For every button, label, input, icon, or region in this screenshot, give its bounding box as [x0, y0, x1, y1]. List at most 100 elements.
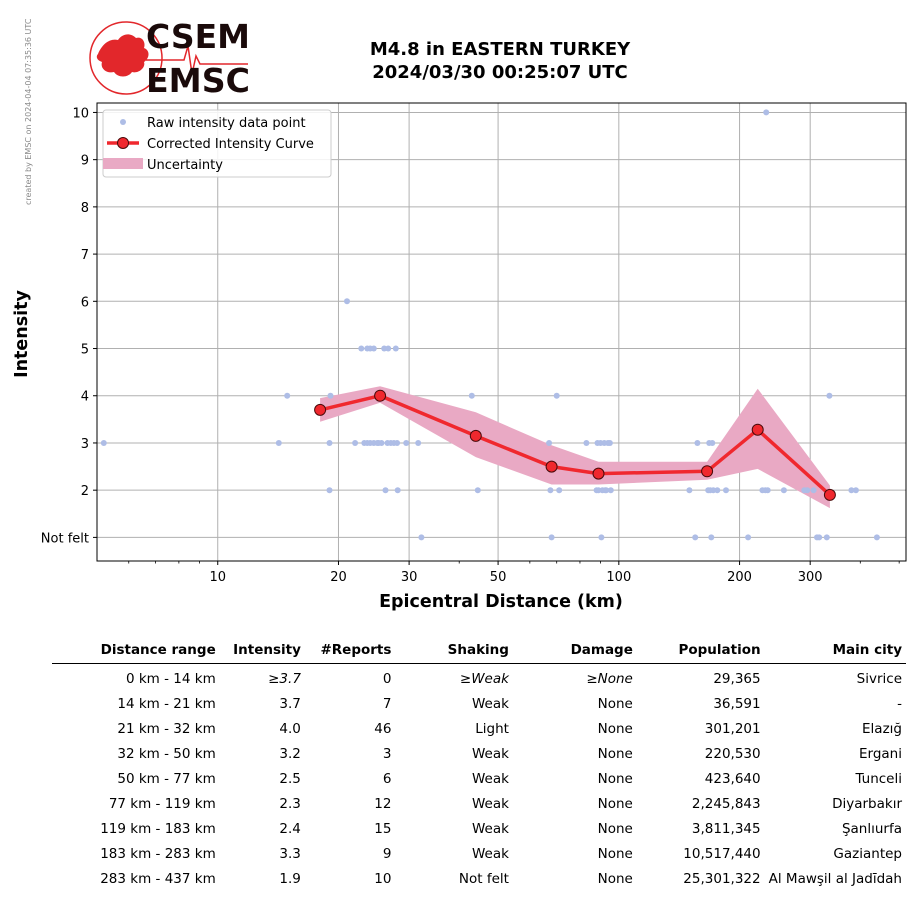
- cell-shaking: Weak: [395, 841, 513, 866]
- raw-data-point: [385, 346, 391, 352]
- raw-data-point: [686, 487, 692, 493]
- cell-damage: None: [513, 741, 637, 766]
- cell-shaking: Weak: [395, 691, 513, 716]
- cell-reports: 3: [305, 741, 396, 766]
- cell-intensity: 3.3: [220, 841, 305, 866]
- x-tick-label: 200: [727, 570, 752, 585]
- legend-band-label: Uncertainty: [147, 158, 223, 173]
- cell-intensity: ≥3.7: [220, 664, 305, 692]
- y-tick-label: 3: [81, 437, 89, 452]
- cell-distance: 14 km - 21 km: [52, 691, 220, 716]
- cell-population: 10,517,440: [637, 841, 765, 866]
- cell-city: Diyarbakır: [765, 791, 906, 816]
- raw-data-point: [352, 440, 358, 446]
- cell-shaking: Weak: [395, 766, 513, 791]
- x-tick-label: 50: [490, 570, 507, 585]
- raw-data-point: [723, 487, 729, 493]
- header-intensity: Intensity: [220, 640, 305, 664]
- curve-marker: [546, 461, 557, 472]
- raw-data-point: [393, 346, 399, 352]
- cell-reports: 10: [305, 866, 396, 891]
- table-row: 50 km - 77 km 2.5 6 Weak None 423,640 Tunceli: [52, 766, 906, 791]
- cell-damage: None: [513, 791, 637, 816]
- y-tick-label: 10: [72, 106, 89, 121]
- cell-distance: 283 km - 437 km: [52, 866, 220, 891]
- cell-distance: 21 km - 32 km: [52, 716, 220, 741]
- table-row: 14 km - 21 km 3.7 7 Weak None 36,591-: [52, 691, 906, 716]
- cell-reports: 6: [305, 766, 396, 791]
- raw-data-point: [415, 440, 421, 446]
- y-tick-label: 7: [81, 248, 89, 263]
- cell-damage: None: [513, 716, 637, 741]
- cell-population: 3,811,345: [637, 816, 765, 841]
- raw-data-point: [607, 440, 613, 446]
- header-distance: Distance range: [52, 640, 220, 664]
- table-row: 119 km - 183 km 2.4 15 Weak None 3,811,345 Şan…: [52, 816, 906, 841]
- cell-distance: 77 km - 119 km: [52, 791, 220, 816]
- raw-data-point: [709, 440, 715, 446]
- cell-shaking: Not felt: [395, 866, 513, 891]
- y-tick-label: 6: [81, 295, 89, 310]
- table-header-row: Distance range Intensity #Reports Shakin…: [52, 640, 906, 664]
- curve-marker: [702, 466, 713, 477]
- raw-data-point: [874, 534, 880, 540]
- raw-data-point: [358, 346, 364, 352]
- table-row: 183 km - 283 km 3.3 9 Weak None 10,517,440 Gaz…: [52, 841, 906, 866]
- cell-distance: 119 km - 183 km: [52, 816, 220, 841]
- cell-intensity: 2.3: [220, 791, 305, 816]
- cell-city: Elazığ: [765, 716, 906, 741]
- cell-shaking: Weak: [395, 816, 513, 841]
- cell-damage: None: [513, 866, 637, 891]
- curve-marker: [470, 430, 481, 441]
- curve-marker: [375, 390, 386, 401]
- raw-data-point: [745, 534, 751, 540]
- y-tick-label: 5: [81, 343, 89, 358]
- legend-raw-marker: [120, 119, 126, 125]
- raw-data-point: [418, 534, 424, 540]
- x-tick-label: 30: [401, 570, 418, 585]
- legend-curve-marker: [118, 138, 129, 149]
- y-tick-label: 9: [81, 154, 89, 169]
- raw-data-point: [546, 440, 552, 446]
- raw-data-point: [811, 487, 817, 493]
- cell-reports: 7: [305, 691, 396, 716]
- raw-data-point: [327, 487, 333, 493]
- cell-intensity: 4.0: [220, 716, 305, 741]
- cell-city: -: [765, 691, 906, 716]
- cell-distance: 50 km - 77 km: [52, 766, 220, 791]
- raw-data-point: [383, 487, 389, 493]
- table-row: 0 km - 14 km ≥3.7 0 ≥Weak ≥None 29,365 Sivrice: [52, 664, 906, 692]
- cell-city: Sivrice: [765, 664, 906, 692]
- raw-data-point: [781, 487, 787, 493]
- cell-damage: None: [513, 691, 637, 716]
- raw-data-point: [816, 534, 822, 540]
- raw-data-point: [765, 487, 771, 493]
- y-tick-label: 4: [81, 390, 89, 405]
- cell-intensity: 2.5: [220, 766, 305, 791]
- x-tick-label: 10: [209, 570, 226, 585]
- cell-population: 29,365: [637, 664, 765, 692]
- raw-data-point: [583, 440, 589, 446]
- raw-data-point: [608, 487, 614, 493]
- raw-data-point: [469, 393, 475, 399]
- header-population: Population: [637, 640, 765, 664]
- raw-data-point: [344, 298, 350, 304]
- cell-city: Şanlıurfa: [765, 816, 906, 841]
- raw-data-point: [276, 440, 282, 446]
- cell-city: Tunceli: [765, 766, 906, 791]
- cell-damage: None: [513, 766, 637, 791]
- cell-shaking: Light: [395, 716, 513, 741]
- cell-shaking: ≥Weak: [395, 664, 513, 692]
- table-row: 77 km - 119 km 2.3 12 Weak None 2,245,843 Diya…: [52, 791, 906, 816]
- y-axis-label: Intensity: [12, 289, 32, 377]
- y-tick-label: 2: [81, 484, 89, 499]
- cell-shaking: Weak: [395, 791, 513, 816]
- cell-reports: 0: [305, 664, 396, 692]
- raw-data-point: [598, 534, 604, 540]
- curve-marker: [315, 404, 326, 415]
- cell-population: 2,245,843: [637, 791, 765, 816]
- raw-data-point: [853, 487, 859, 493]
- ticks: 10 20 30 50 100 200 300Not felt2345678910: [41, 106, 899, 585]
- cell-city: Al Mawşil al Jadīdah: [765, 866, 906, 891]
- raw-data-point: [556, 487, 562, 493]
